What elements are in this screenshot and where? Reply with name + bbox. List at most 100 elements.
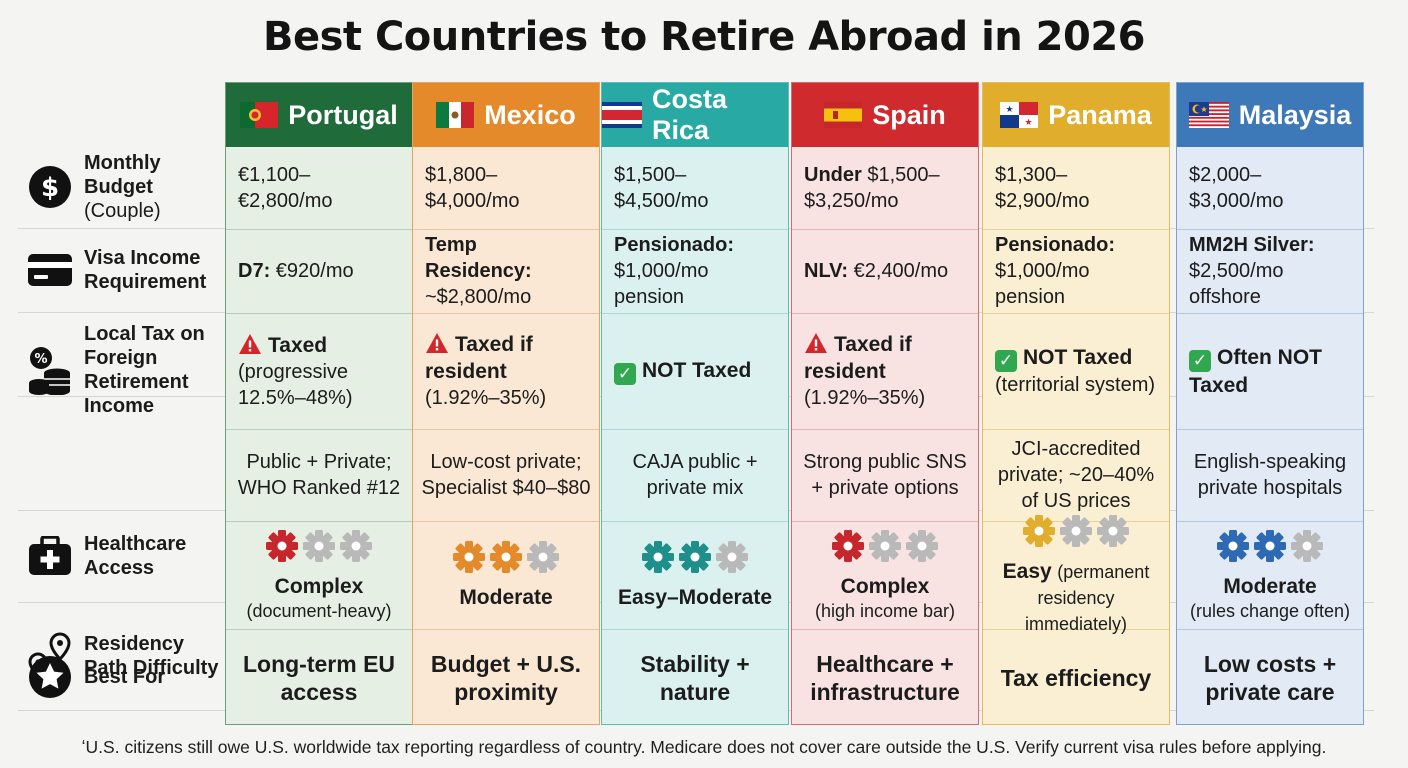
cell-divider [413, 313, 599, 314]
row-label-visa: Visa Income Requirement [18, 228, 224, 312]
cell-residency: Complex (high income bar) [792, 521, 978, 629]
column-spain: Spain Under $1,500– $3,250/mo NLV: €2,400/m… [791, 82, 979, 725]
row-label-budget: $ Monthly Budget (Couple) [18, 146, 224, 228]
budget-line-2: $4,500/mo [614, 190, 709, 212]
cell-divider [226, 521, 412, 522]
column-header: Mexico [413, 83, 599, 147]
dollar-icon: $ [26, 163, 74, 211]
difficulty-gears [265, 529, 373, 570]
country-name: Costa Rica [652, 84, 728, 145]
page-title: Best Countries to Retire Abroad in 2026 [262, 14, 1146, 60]
difficulty-gears [1216, 529, 1324, 570]
gear-icon [678, 540, 712, 581]
cell-visa: MM2H Silver: $2,500/mo offshore [1177, 229, 1363, 313]
cell-divider [1177, 521, 1363, 522]
country-name: Spain [872, 99, 946, 130]
budget-line-2: €2,800/mo [238, 190, 333, 212]
cell-divider [983, 629, 1169, 630]
cell-visa: Temp Residency: ~$2,800/mo [413, 229, 599, 313]
gear-icon [339, 529, 373, 570]
cell-divider [983, 313, 1169, 314]
malaysia-flag-icon: ★ [1188, 102, 1229, 128]
cell-divider [602, 629, 788, 630]
cell-residency: Complex (document-heavy) [226, 521, 412, 629]
budget-line-1: $1,800– [425, 164, 498, 186]
checkmark-icon: ✓ [1189, 349, 1211, 372]
svg-text:★: ★ [1200, 105, 1207, 114]
costa-rica-flag-icon [602, 102, 642, 128]
column-header: Spain [792, 83, 978, 147]
cell-healthcare: JCI-accredited private; ~20–40% of US pr… [983, 429, 1169, 521]
svg-text:★: ★ [1025, 117, 1033, 127]
tax-detail: (1.92%–35%) [425, 387, 547, 409]
visa-type: Temp Residency: [425, 234, 532, 282]
budget-line-2: $3,250/mo [804, 190, 899, 212]
coins-percent-icon: % [26, 346, 74, 395]
visa-amount: $2,500/mo offshore [1189, 260, 1284, 308]
cell-healthcare: Strong public SNS + private options [792, 429, 978, 521]
cell-best-for: Low costs + private care [1177, 629, 1363, 726]
tax-status: NOT Taxed [1023, 346, 1133, 369]
column-costa-rica: Costa Rica $1,500– $4,500/mo Pensionado: $1,… [601, 82, 789, 725]
gear-icon [489, 540, 523, 581]
column-header: ★ ★ Panama [983, 83, 1169, 147]
svg-text:%: % [34, 352, 47, 367]
cell-budget: $1,500– $4,500/mo [602, 147, 788, 229]
visa-type: Pensionado: [614, 234, 735, 256]
budget-line-1: $1,500– [867, 164, 940, 186]
spain-flag-icon [824, 102, 863, 128]
cell-tax: ✓ NOT Taxed (territorial system) [983, 313, 1169, 429]
best-for-text: Low costs + private care [1203, 650, 1337, 705]
cell-tax: Taxed if resident (1.92%–35%) [413, 313, 599, 429]
difficulty-note: (document-heavy) [246, 600, 392, 621]
difficulty-note: (permanent residency immediately) [1024, 561, 1150, 634]
cell-divider [226, 229, 412, 230]
svg-text:$: $ [41, 173, 59, 203]
gear-icon [452, 540, 486, 581]
budget-line-2: $4,000/mo [425, 190, 520, 212]
best-for-text: Tax efficiency [1000, 664, 1152, 691]
gear-icon [1253, 529, 1287, 570]
cell-residency: Moderate (rules change often) [1177, 521, 1363, 629]
best-for-text: Budget + U.S. proximity [430, 650, 582, 705]
column-header: ★ Malaysia [1177, 83, 1363, 147]
column-mexico: Mexico $1,800– $4,000/mo Temp Residency: ~$2… [412, 82, 600, 725]
budget-line-1: $2,000– [1189, 164, 1262, 186]
country-name: Malaysia [1238, 99, 1352, 130]
cell-tax: ✓ NOT Taxed [602, 313, 788, 429]
gear-icon [526, 540, 560, 581]
cell-healthcare: Public + Private; WHO Ranked #12 [226, 429, 412, 521]
cell-divider [602, 313, 788, 314]
svg-text:★: ★ [1006, 104, 1014, 114]
cell-divider [1177, 229, 1363, 230]
cell-tax: Taxed if resident (1.92%–35%) [792, 313, 978, 429]
portugal-flag-icon [240, 102, 279, 128]
row-label-sub: (Couple) [84, 200, 161, 222]
cell-divider [792, 313, 978, 314]
visa-type: MM2H Silver: [1189, 234, 1315, 256]
healthcare-text: Strong public SNS + private options [803, 451, 967, 499]
budget-prefix: Under [804, 164, 862, 186]
cell-best-for: Long-term EU access [226, 629, 412, 726]
cell-best-for: Stability + nature [602, 629, 788, 726]
warning-icon [238, 333, 268, 357]
tax-status: Taxed if resident [804, 333, 912, 383]
budget-line-1: €1,100– [238, 164, 311, 186]
visa-type: D7: [238, 260, 271, 282]
comparison-table: $ Monthly Budget (Couple) Visa Income Req… [18, 82, 1374, 725]
cell-divider [413, 429, 599, 430]
cell-divider [792, 429, 978, 430]
column-header: Costa Rica [602, 83, 788, 147]
cell-budget: $1,300– $2,900/mo [983, 147, 1169, 229]
difficulty-level: Easy–Moderate [617, 585, 773, 609]
medical-kit-icon [26, 532, 74, 580]
best-for-text: Stability + nature [640, 650, 750, 705]
tax-detail: (territorial system) [995, 374, 1156, 396]
gear-icon [1096, 514, 1130, 555]
visa-amount: $1,000/mo pension [995, 260, 1090, 308]
cell-best-for: Tax efficiency [983, 629, 1169, 726]
cell-divider [602, 521, 788, 522]
gear-icon [1022, 514, 1056, 555]
cell-residency: Easy (permanent residency immediately) [983, 514, 1169, 634]
difficulty-level: Complex [274, 574, 364, 598]
